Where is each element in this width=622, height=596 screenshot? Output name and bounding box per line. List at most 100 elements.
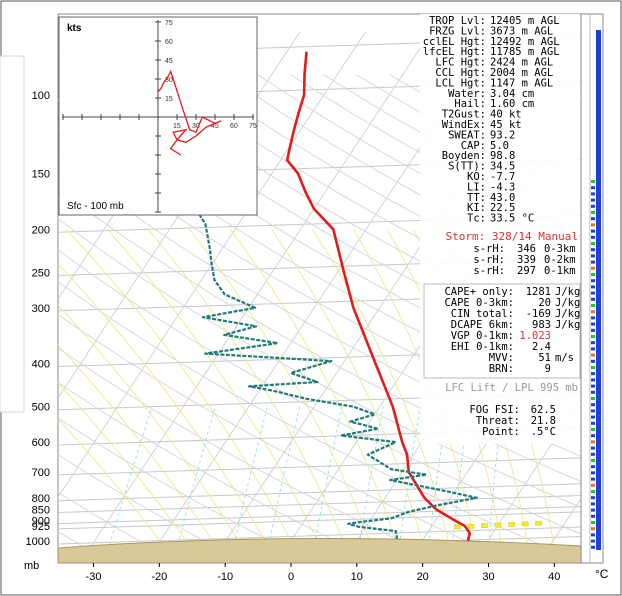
hodograph-tick-label: 45 [165, 58, 173, 65]
cape-unit: m/s [555, 352, 574, 364]
y-tick-label: 800 [32, 493, 50, 505]
strip-level-mark [591, 328, 595, 332]
dry-adiabat-line [58, 281, 555, 551]
srh-range: 0-3km [544, 243, 576, 255]
index-label: Water: [448, 88, 486, 100]
y-tick-label: 150 [32, 169, 50, 181]
left-scrollbar[interactable] [0, 55, 25, 413]
index-label: T2Gust: [442, 109, 486, 121]
temperature-trace [285, 51, 472, 542]
moist-adiabat-line [58, 344, 219, 551]
index-value: 43.0 [490, 192, 515, 204]
dry-adiabat-line [58, 491, 157, 551]
hodograph-layer-label: Sfc - 100 mb [67, 201, 124, 212]
strip-level-mark [591, 304, 595, 307]
strip-level-mark [591, 409, 595, 413]
srh-range: 0-1km [544, 265, 576, 277]
strip-level-mark [591, 465, 595, 469]
dry-adiabat-line [58, 218, 581, 508]
strip-level-mark [591, 459, 595, 462]
moist-adiabat-line [58, 263, 271, 551]
strip-level-mark [591, 434, 595, 438]
strip-level-mark [591, 353, 595, 357]
hodograph-tick-label: 30 [192, 123, 200, 130]
dry-adiabat-line [58, 347, 422, 551]
strip-level-mark [591, 514, 595, 518]
index-label: CAP: [461, 140, 486, 152]
dry-adiabat-line [58, 417, 290, 551]
moist-adiabat-line [271, 229, 426, 551]
strip-level-mark [591, 508, 595, 512]
parcel-dot [467, 524, 475, 529]
y-tick-label: 600 [32, 437, 50, 449]
strip-level-mark [591, 359, 595, 363]
index-label: LFC Hgt: [435, 57, 486, 69]
ground-fill [58, 537, 581, 563]
dry-adiabat-line [59, 74, 581, 386]
cape-label: BRN: [489, 363, 514, 375]
fog-value: 21.8 [531, 415, 556, 427]
strip-level-mark [591, 204, 595, 208]
hodograph-tick-label: 30 [165, 77, 173, 84]
x-tick-label: -10 [217, 571, 233, 583]
mixing-ratio-line [313, 406, 343, 551]
index-value: 11785 m AGL [490, 46, 560, 58]
moist-adiabat-line [106, 229, 323, 551]
index-label: LCL Hgt: [435, 77, 486, 89]
parcel-dot [481, 523, 488, 528]
strip-level-mark [591, 192, 595, 196]
strip-level-mark [591, 341, 595, 345]
lift-method-text: LFC Lift / LPL 995 mb [445, 382, 578, 394]
x-tick-label: 0 [288, 571, 294, 583]
y-tick-label: 700 [32, 467, 50, 479]
strip-bar-main [596, 30, 601, 550]
strip-level-mark [591, 483, 595, 487]
index-value: -4.3 [490, 181, 515, 193]
moist-adiabat-line [230, 229, 400, 551]
strip-level-mark [591, 545, 595, 549]
index-label: Hail: [454, 98, 486, 110]
cape-label: CAPE 0-3km: [444, 297, 514, 309]
strip-level-mark [591, 384, 595, 388]
strip-level-mark [591, 335, 595, 338]
y-tick-label: 900 [32, 516, 50, 528]
strip-level-mark [591, 502, 595, 506]
srh-value: 339 [517, 254, 536, 266]
index-value: 1.60 cm [490, 98, 534, 110]
hodograph-units: kts [67, 23, 82, 34]
hodograph-tick-label: 15 [165, 96, 173, 103]
cape-label: VGP 0-1km: [451, 330, 514, 342]
strip-level-mark [591, 366, 595, 369]
moist-adiabat-line [65, 228, 297, 551]
dry-adiabat-line [58, 381, 356, 551]
cape-value: 983 [532, 319, 551, 331]
y-tick-label: 925 [32, 521, 50, 533]
y-tick-label: 200 [32, 224, 50, 236]
isobar-line [58, 483, 581, 502]
index-value: 33.5 °C [490, 213, 534, 225]
strip-level-mark [591, 347, 595, 351]
strip-level-mark [591, 266, 595, 270]
cape-label: DCAPE 6km: [451, 319, 514, 331]
y-tick-label: 500 [32, 402, 50, 414]
cape-unit: J/kg [555, 286, 580, 298]
index-label: LI: [467, 181, 486, 193]
mixing-ratio-line [232, 406, 268, 551]
index-value: 22.5 [490, 202, 515, 214]
hodograph-tick-label: 45 [211, 123, 219, 130]
y-tick-label: 400 [32, 359, 50, 371]
strip-level-mark [591, 254, 595, 258]
strip-level-mark [591, 440, 595, 444]
hodograph-tick-label: 75 [249, 123, 257, 130]
moist-adiabat-line [58, 304, 245, 551]
cape-label: CAPE+ only: [444, 286, 514, 298]
dry-adiabat-line [58, 99, 581, 409]
strip-level-mark [591, 378, 595, 382]
strip-level-mark [591, 533, 595, 537]
ground-surface [58, 537, 581, 563]
parcel-dot [521, 521, 529, 527]
cape-unit: J/kg [555, 297, 580, 309]
index-value: 2424 m AGL [490, 57, 553, 69]
hodograph-tick-label: 75 [165, 20, 173, 27]
